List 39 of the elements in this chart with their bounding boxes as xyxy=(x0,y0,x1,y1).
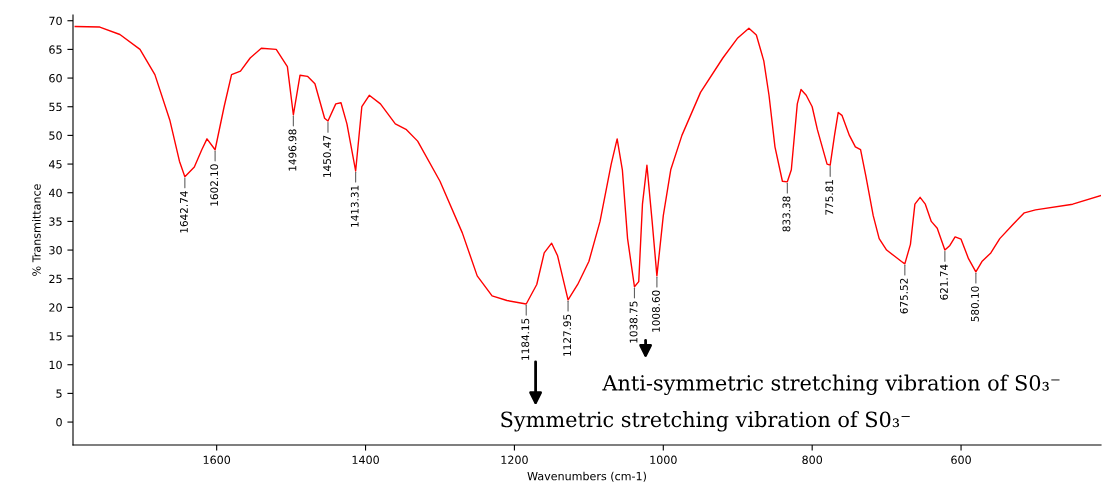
y-tick-label: 60 xyxy=(49,74,62,83)
x-tick-label: 1200 xyxy=(501,455,528,465)
annotation: Anti-symmetric stretching vibration of S0₃⁻ xyxy=(602,374,1060,396)
annotation: 1450.47 xyxy=(323,135,331,177)
y-tick-label: 10 xyxy=(49,360,62,370)
annotation: 621.74 xyxy=(940,264,948,300)
y-tick-label: 5 xyxy=(56,389,62,398)
annotation: 1602.10 xyxy=(210,164,219,206)
x-axis-title: Wavenumbers (cm-1) xyxy=(527,471,646,482)
annotation: 1496.98 xyxy=(288,129,297,171)
y-tick-label: 65 xyxy=(49,45,62,54)
annotation: Symmetric stretching vibration of S0₃⁻ xyxy=(501,411,910,432)
annotation: 1413.31 xyxy=(350,185,359,227)
annotation: 833.38 xyxy=(782,196,791,232)
annotation: 775.81 xyxy=(825,180,834,215)
x-tick-label: 1600 xyxy=(203,455,231,465)
annotation: 1038.75 xyxy=(629,301,638,343)
x-tick-label: 600 xyxy=(951,455,971,465)
y-axis-title: % Transmittance xyxy=(32,184,41,276)
annotation: 675.52 xyxy=(899,278,908,314)
annotation: 1127.95 xyxy=(563,314,572,356)
y-tick-label: 20 xyxy=(49,303,62,312)
y-tick-label: 70 xyxy=(49,16,62,26)
annotation: 1008.60 xyxy=(652,290,660,332)
y-tick-label: 15 xyxy=(49,332,62,341)
y-tick-label: 0 xyxy=(56,418,62,427)
y-tick-label: 55 xyxy=(49,102,62,112)
x-tick-label: 800 xyxy=(802,455,823,465)
y-tick-label: 25 xyxy=(49,274,62,284)
annotation: 1184.15 xyxy=(521,318,530,360)
y-tick-label: 35 xyxy=(49,217,62,226)
y-tick-label: 40 xyxy=(48,188,62,198)
y-tick-label: 50 xyxy=(49,131,62,140)
annotation: 1642.74 xyxy=(179,191,188,233)
y-tick-label: 30 xyxy=(49,246,62,255)
y-tick-label: 45 xyxy=(48,160,62,169)
x-tick-label: 1000 xyxy=(650,455,677,465)
x-tick-label: 1400 xyxy=(352,455,379,465)
annotation: 580.10 xyxy=(971,286,979,322)
